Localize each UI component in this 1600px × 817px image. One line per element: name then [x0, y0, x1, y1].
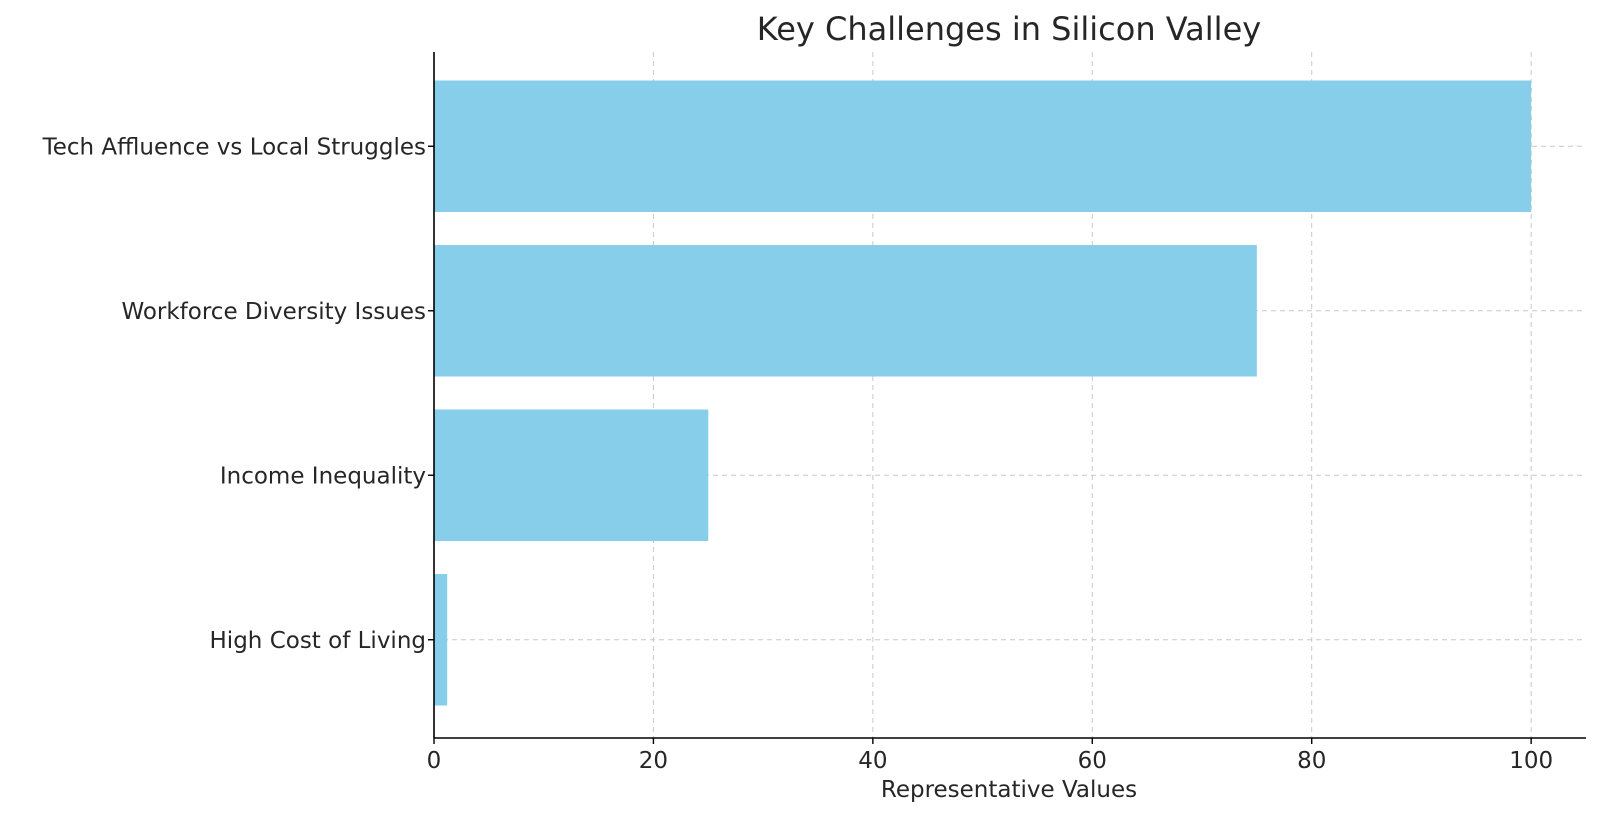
- bar: [434, 80, 1532, 212]
- chart-title: Key Challenges in Silicon Valley: [757, 10, 1261, 48]
- x-tick-label: 0: [427, 748, 442, 774]
- x-tick-label: 80: [1297, 748, 1326, 774]
- axis-layer: 0 20 40 60 80 100 High Cost of Living Income In…: [42, 52, 1586, 774]
- bar: [434, 574, 448, 706]
- x-tick-label: 20: [639, 748, 668, 774]
- bar: [434, 409, 709, 541]
- category-label: High Cost of Living: [210, 628, 426, 654]
- bar-layer: [434, 80, 1532, 706]
- category-label: Tech Affluence vs Local Struggles: [42, 134, 426, 160]
- x-tick-label: 100: [1509, 748, 1553, 774]
- category-label: Income Inequality: [220, 463, 426, 489]
- x-tick-label: 60: [1078, 748, 1107, 774]
- bar: [434, 245, 1257, 377]
- category-label: Workforce Diversity Issues: [121, 299, 426, 325]
- x-tick-label: 40: [858, 748, 887, 774]
- x-axis-label: Representative Values: [881, 777, 1137, 803]
